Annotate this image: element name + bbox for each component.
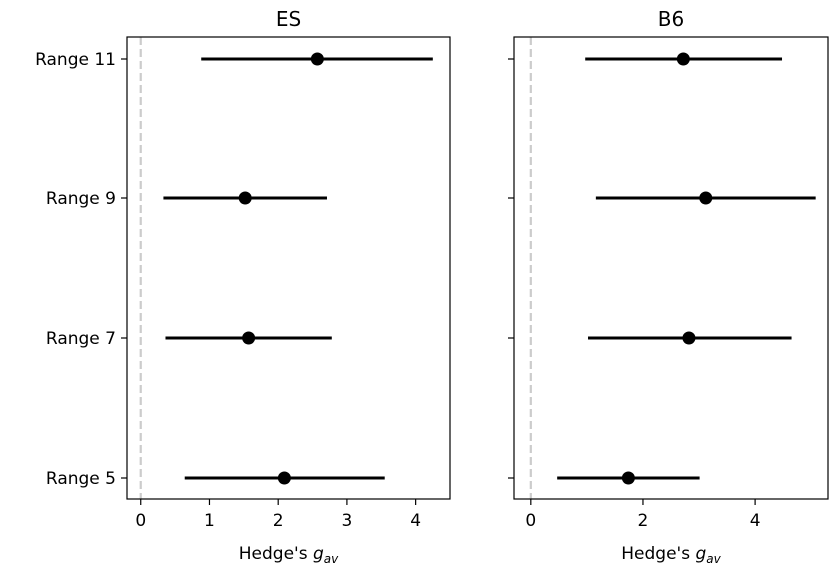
- point-estimate-range-5: [277, 471, 291, 485]
- point-estimate-range-11: [676, 52, 690, 66]
- x-tick-label: 0: [525, 511, 536, 531]
- x-tick-label: 2: [638, 511, 649, 531]
- y-tick-label: Range 7: [46, 329, 116, 349]
- x-axis-label-base: Hedge's: [239, 544, 313, 564]
- y-tick-label: Range 5: [46, 469, 116, 489]
- point-estimate-range-9: [699, 191, 713, 205]
- x-tick-label: 4: [410, 511, 421, 531]
- x-tick-label: 3: [342, 511, 353, 531]
- x-tick-label: 0: [135, 511, 146, 531]
- x-tick-label: 2: [273, 511, 284, 531]
- axes-frame: [513, 36, 829, 500]
- x-axis-label-symbol: g: [313, 544, 324, 564]
- x-tick-label: 4: [750, 511, 761, 531]
- point-estimate-range-7: [682, 331, 696, 345]
- panel-title: ES: [276, 7, 301, 31]
- x-axis-label: Hedge's gav: [621, 544, 721, 566]
- x-axis-label-subscript: av: [706, 552, 721, 566]
- y-tick-label: Range 9: [46, 189, 116, 209]
- panel-1: Range 11 Range 9 Range 7 Range 5 0 1 2 3 4 ES Hedg…: [35, 7, 451, 566]
- point-estimate-range-11: [310, 52, 324, 66]
- point-estimate-range-5: [621, 471, 635, 485]
- axes-frame: [126, 36, 451, 500]
- x-tick-label: 1: [204, 511, 215, 531]
- y-tick-label: Range 11: [35, 50, 116, 70]
- point-estimate-range-9: [238, 191, 252, 205]
- point-estimate-range-7: [242, 331, 256, 345]
- x-axis-label-base: Hedge's: [621, 544, 695, 564]
- x-axis-label-symbol: g: [695, 544, 706, 564]
- x-axis-label-subscript: av: [324, 552, 339, 566]
- panel-2: 0 2 4 B6 Hedge's gav: [508, 7, 829, 566]
- panel-title: B6: [658, 7, 684, 31]
- x-axis-label: Hedge's gav: [239, 544, 339, 566]
